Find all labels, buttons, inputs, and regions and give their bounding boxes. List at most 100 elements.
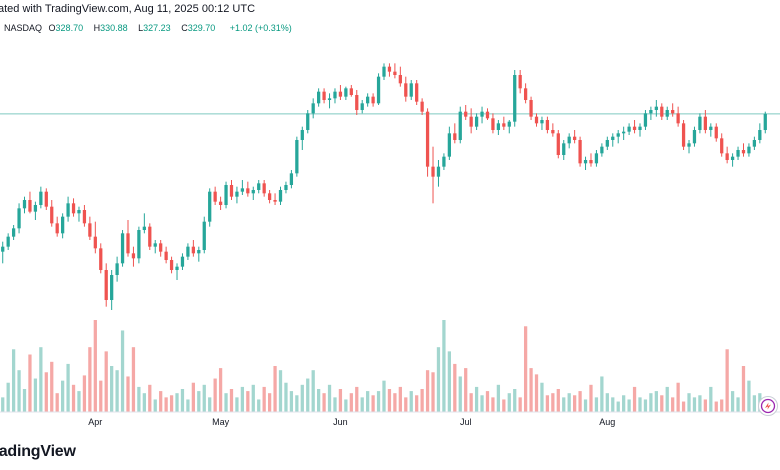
candle-body: [480, 111, 484, 117]
volume-bar: [1, 397, 5, 412]
candle-body: [44, 191, 48, 207]
volume-bar: [447, 351, 451, 412]
time-axis-label: Aug: [599, 417, 615, 427]
candle-body: [322, 91, 326, 100]
candle-body: [649, 110, 653, 114]
volume-bar: [115, 370, 119, 412]
candle-body: [714, 126, 718, 139]
candle-body: [306, 113, 310, 130]
candle-body: [267, 193, 272, 200]
volume-bar: [687, 393, 691, 412]
volume-bar: [218, 368, 223, 412]
volume-bar: [61, 380, 65, 412]
volume-bar: [213, 378, 217, 412]
candle-body: [311, 103, 315, 114]
candle-body: [496, 123, 501, 130]
volume-bar: [741, 366, 746, 412]
volume-bar: [11, 349, 16, 412]
candle-body: [50, 206, 54, 224]
volume-bar: [82, 375, 87, 412]
candle-body: [420, 101, 424, 112]
candle-body: [387, 66, 392, 72]
candle-body: [257, 183, 261, 190]
volume-bar: [366, 391, 370, 412]
volume-bar: [632, 386, 637, 412]
volume-bar: [627, 399, 631, 412]
volume-bar: [491, 397, 495, 412]
candle-body: [573, 136, 577, 140]
candle-body: [741, 150, 746, 154]
volume-bar: [77, 391, 81, 412]
candle-body: [82, 210, 87, 224]
volume-bar: [425, 370, 430, 412]
candle-body: [240, 188, 245, 192]
volume-bar: [676, 382, 680, 412]
volume-bar: [148, 384, 152, 412]
volume-bar: [284, 382, 288, 412]
volume-bar: [534, 374, 539, 412]
candle-body: [545, 120, 550, 130]
volume-bar: [709, 386, 713, 412]
candle-body: [507, 121, 511, 127]
volume-bar: [692, 397, 697, 412]
volume-bar: [224, 393, 228, 412]
candle-body: [752, 140, 757, 147]
volume-bar: [55, 393, 59, 412]
volume-bar: [387, 389, 392, 412]
tradingview-flag-icon[interactable]: [758, 396, 778, 416]
exchange-label[interactable]: NASDAQ: [4, 23, 43, 33]
candle-body: [115, 263, 119, 275]
volume-bar: [622, 395, 626, 412]
volume-bar: [295, 395, 299, 412]
volume-bar: [567, 393, 571, 412]
volume-bar: [404, 397, 408, 412]
volume-bar: [208, 397, 212, 412]
volume-bar: [562, 397, 566, 412]
volume-bar: [131, 347, 136, 412]
candle-body: [534, 116, 539, 124]
volume-bar: [605, 393, 609, 412]
candlestick-chart[interactable]: Apr May Jun Jul Aug: [0, 0, 780, 437]
volume-bar: [382, 380, 386, 412]
candle-body: [153, 243, 157, 247]
volume-bar: [600, 376, 604, 412]
volume-bar: [104, 351, 108, 412]
candle-body: [393, 71, 397, 75]
candle-body: [442, 156, 446, 167]
volume-bar: [474, 386, 479, 412]
candle-body: [763, 113, 767, 130]
candle-body: [55, 223, 59, 234]
candle-body: [611, 136, 615, 140]
candle-body: [578, 140, 582, 164]
candle-body: [159, 243, 163, 252]
candle-body: [643, 113, 648, 127]
volume-bar: [300, 384, 304, 412]
ohlc-close: C329.70: [181, 23, 216, 33]
ohlc-open: O328.70: [48, 23, 84, 33]
volume-bar: [671, 397, 675, 412]
candle-body: [39, 191, 43, 205]
volume-bar: [616, 401, 620, 412]
candle-body: [11, 228, 16, 237]
volume-bar: [191, 382, 195, 412]
volume-bar: [311, 370, 315, 412]
volume-bar: [88, 347, 92, 412]
volume-bar: [523, 326, 528, 412]
volume-bar: [273, 366, 277, 412]
volume-bar: [409, 391, 413, 412]
candle-body: [273, 200, 277, 202]
volume-bar: [496, 384, 501, 412]
candle-body: [284, 185, 288, 190]
volume-bar: [197, 391, 201, 412]
candle-body: [725, 153, 729, 160]
volume-bar: [720, 399, 724, 412]
volume-bar: [262, 386, 266, 412]
volume-bar: [93, 320, 97, 412]
tradingview-logo[interactable]: TradingView: [0, 443, 76, 460]
candle-body: [93, 236, 97, 249]
candle-body: [110, 275, 114, 300]
candle-body: [660, 106, 664, 117]
candle-body: [502, 123, 506, 127]
candle-body: [551, 130, 555, 134]
candle-body: [371, 96, 375, 104]
